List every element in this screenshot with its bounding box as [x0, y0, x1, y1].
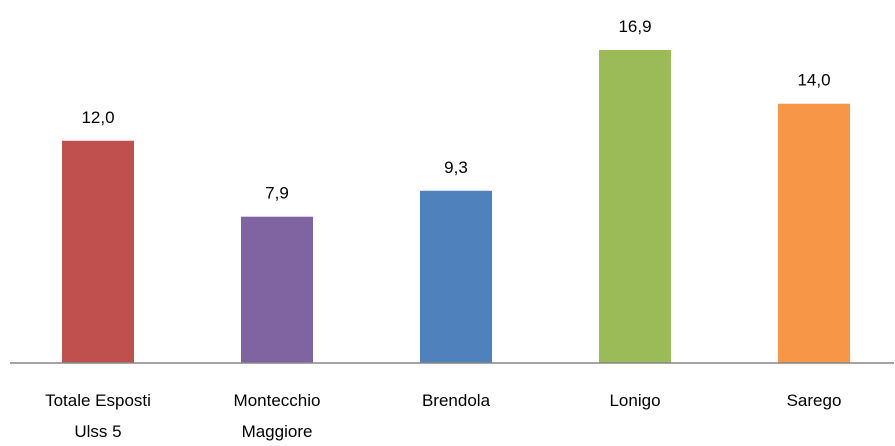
bar-3 — [599, 50, 671, 363]
value-label-2: 9,3 — [444, 158, 468, 177]
bar-0 — [62, 140, 134, 363]
bars-group — [62, 50, 850, 364]
value-label-0: 12,0 — [81, 108, 114, 127]
category-label-1-line-1: Maggiore — [242, 422, 313, 441]
value-labels-group: 12,0 7,9 9,3 16,9 14,0 — [81, 17, 830, 203]
value-label-1: 7,9 — [265, 184, 289, 203]
category-label-3: Lonigo — [609, 391, 660, 410]
category-label-0-line-0: Totale Esposti — [45, 391, 151, 410]
value-label-3: 16,9 — [618, 17, 651, 36]
category-labels-group: Totale Esposti Ulss 5 Montecchio Maggiore Br… — [45, 391, 841, 441]
bar-2 — [420, 190, 492, 363]
value-label-4: 14,0 — [797, 71, 830, 90]
bar-4 — [778, 103, 850, 364]
category-label-1-line-0: Montecchio — [234, 391, 321, 410]
category-label-4: Sarego — [787, 391, 842, 410]
category-label-2: Brendola — [422, 391, 491, 410]
category-label-0-line-1: Ulss 5 — [74, 422, 121, 441]
bar-1 — [241, 216, 313, 363]
